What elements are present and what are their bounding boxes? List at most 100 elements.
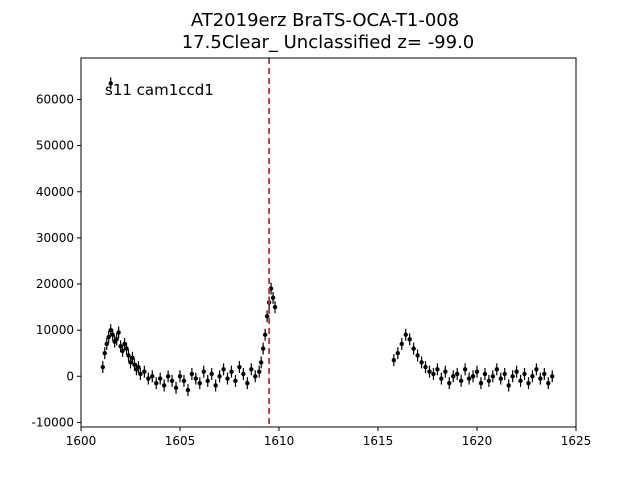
data-point xyxy=(189,371,195,377)
data-point xyxy=(498,376,503,381)
data-point xyxy=(142,369,147,374)
data-point xyxy=(423,364,428,370)
data-point xyxy=(419,360,424,365)
data-point xyxy=(100,364,105,370)
data-point xyxy=(395,351,400,356)
data-point xyxy=(120,348,125,354)
data-point xyxy=(205,378,210,384)
data-point xyxy=(546,380,551,386)
axes-frame xyxy=(80,57,577,428)
data-point xyxy=(136,364,141,370)
data-point xyxy=(514,369,519,374)
chart-title-line2: 17.5Clear_ Unclassified z= -99.0 xyxy=(182,32,475,53)
y-tick-label: 10000 xyxy=(36,323,74,337)
data-point xyxy=(435,367,440,372)
y-tick-label: 40000 xyxy=(36,185,74,199)
plot-area: 1600 1605 1610 1615 1620 1625 -10000 0 10000 2000… xyxy=(31,57,592,448)
data-point xyxy=(173,385,179,390)
data-point xyxy=(407,337,412,342)
data-point xyxy=(486,378,492,384)
data-point xyxy=(518,378,523,384)
data-point xyxy=(427,369,432,374)
data-point xyxy=(102,351,107,356)
data-point xyxy=(542,371,547,377)
data-point xyxy=(108,81,113,86)
data-point xyxy=(213,383,218,388)
data-point xyxy=(130,355,135,361)
data-point xyxy=(455,371,460,377)
data-point xyxy=(257,369,262,374)
data-point xyxy=(270,295,276,301)
data-point xyxy=(391,357,397,363)
data-point xyxy=(415,353,420,358)
data-point xyxy=(201,369,206,374)
data-point xyxy=(114,337,119,342)
data-point xyxy=(466,376,472,381)
data-point xyxy=(502,371,507,377)
data-point xyxy=(146,376,151,381)
data-point xyxy=(431,371,436,377)
x-tick-label: 1610 xyxy=(264,434,295,448)
data-point xyxy=(106,334,111,340)
x-tick-label: 1615 xyxy=(363,434,394,448)
x-tick-label: 1600 xyxy=(66,434,97,448)
data-point xyxy=(458,378,464,384)
data-point xyxy=(138,371,143,377)
data-point xyxy=(474,369,480,374)
data-point xyxy=(506,383,511,388)
data-point xyxy=(510,374,515,379)
data-point xyxy=(128,360,133,365)
data-point xyxy=(462,367,468,372)
data-point xyxy=(181,378,187,384)
data-point xyxy=(177,374,183,379)
data-point xyxy=(108,327,113,333)
data-point xyxy=(399,341,404,347)
x-tick-label: 1625 xyxy=(561,434,592,448)
data-point xyxy=(110,332,115,337)
data-point xyxy=(490,374,496,379)
y-tick-label: 60000 xyxy=(36,93,74,107)
data-point xyxy=(538,376,543,381)
data-point xyxy=(272,304,278,310)
y-tick-label: -10000 xyxy=(31,415,74,429)
data-point xyxy=(443,369,448,374)
data-point xyxy=(264,314,270,319)
data-point xyxy=(522,371,527,377)
data-point xyxy=(225,376,230,381)
data-point xyxy=(169,378,175,384)
x-tick-label: 1605 xyxy=(165,434,196,448)
y-tick-label: 30000 xyxy=(36,231,74,245)
data-point xyxy=(249,367,254,372)
data-point xyxy=(478,380,484,386)
data-point xyxy=(245,380,250,386)
data-point xyxy=(403,332,408,337)
data-point xyxy=(185,387,191,393)
data-point xyxy=(132,362,137,367)
data-point xyxy=(116,330,121,335)
data-point xyxy=(550,374,555,379)
data-point xyxy=(530,374,535,379)
data-point xyxy=(241,371,246,377)
camera-annotation: s11 cam1ccd1 xyxy=(105,81,214,99)
data-point xyxy=(447,380,452,386)
data-point xyxy=(534,367,539,372)
data-point xyxy=(233,378,238,384)
data-point xyxy=(470,374,476,379)
data-point xyxy=(482,371,488,377)
data-point xyxy=(258,360,264,365)
chart-title-line1: AT2019erz BraTS-OCA-T1-008 xyxy=(191,10,459,31)
y-tick-label: 20000 xyxy=(36,277,74,291)
data-point xyxy=(154,380,159,386)
data-point xyxy=(197,380,202,386)
data-point xyxy=(237,364,242,370)
data-point xyxy=(104,341,109,347)
data-point xyxy=(411,346,416,351)
x-tick-label: 1620 xyxy=(462,434,493,448)
data-point xyxy=(262,332,268,337)
data-point xyxy=(439,376,444,381)
data-point xyxy=(122,341,127,347)
data-point xyxy=(217,374,222,379)
data-point xyxy=(126,353,131,358)
